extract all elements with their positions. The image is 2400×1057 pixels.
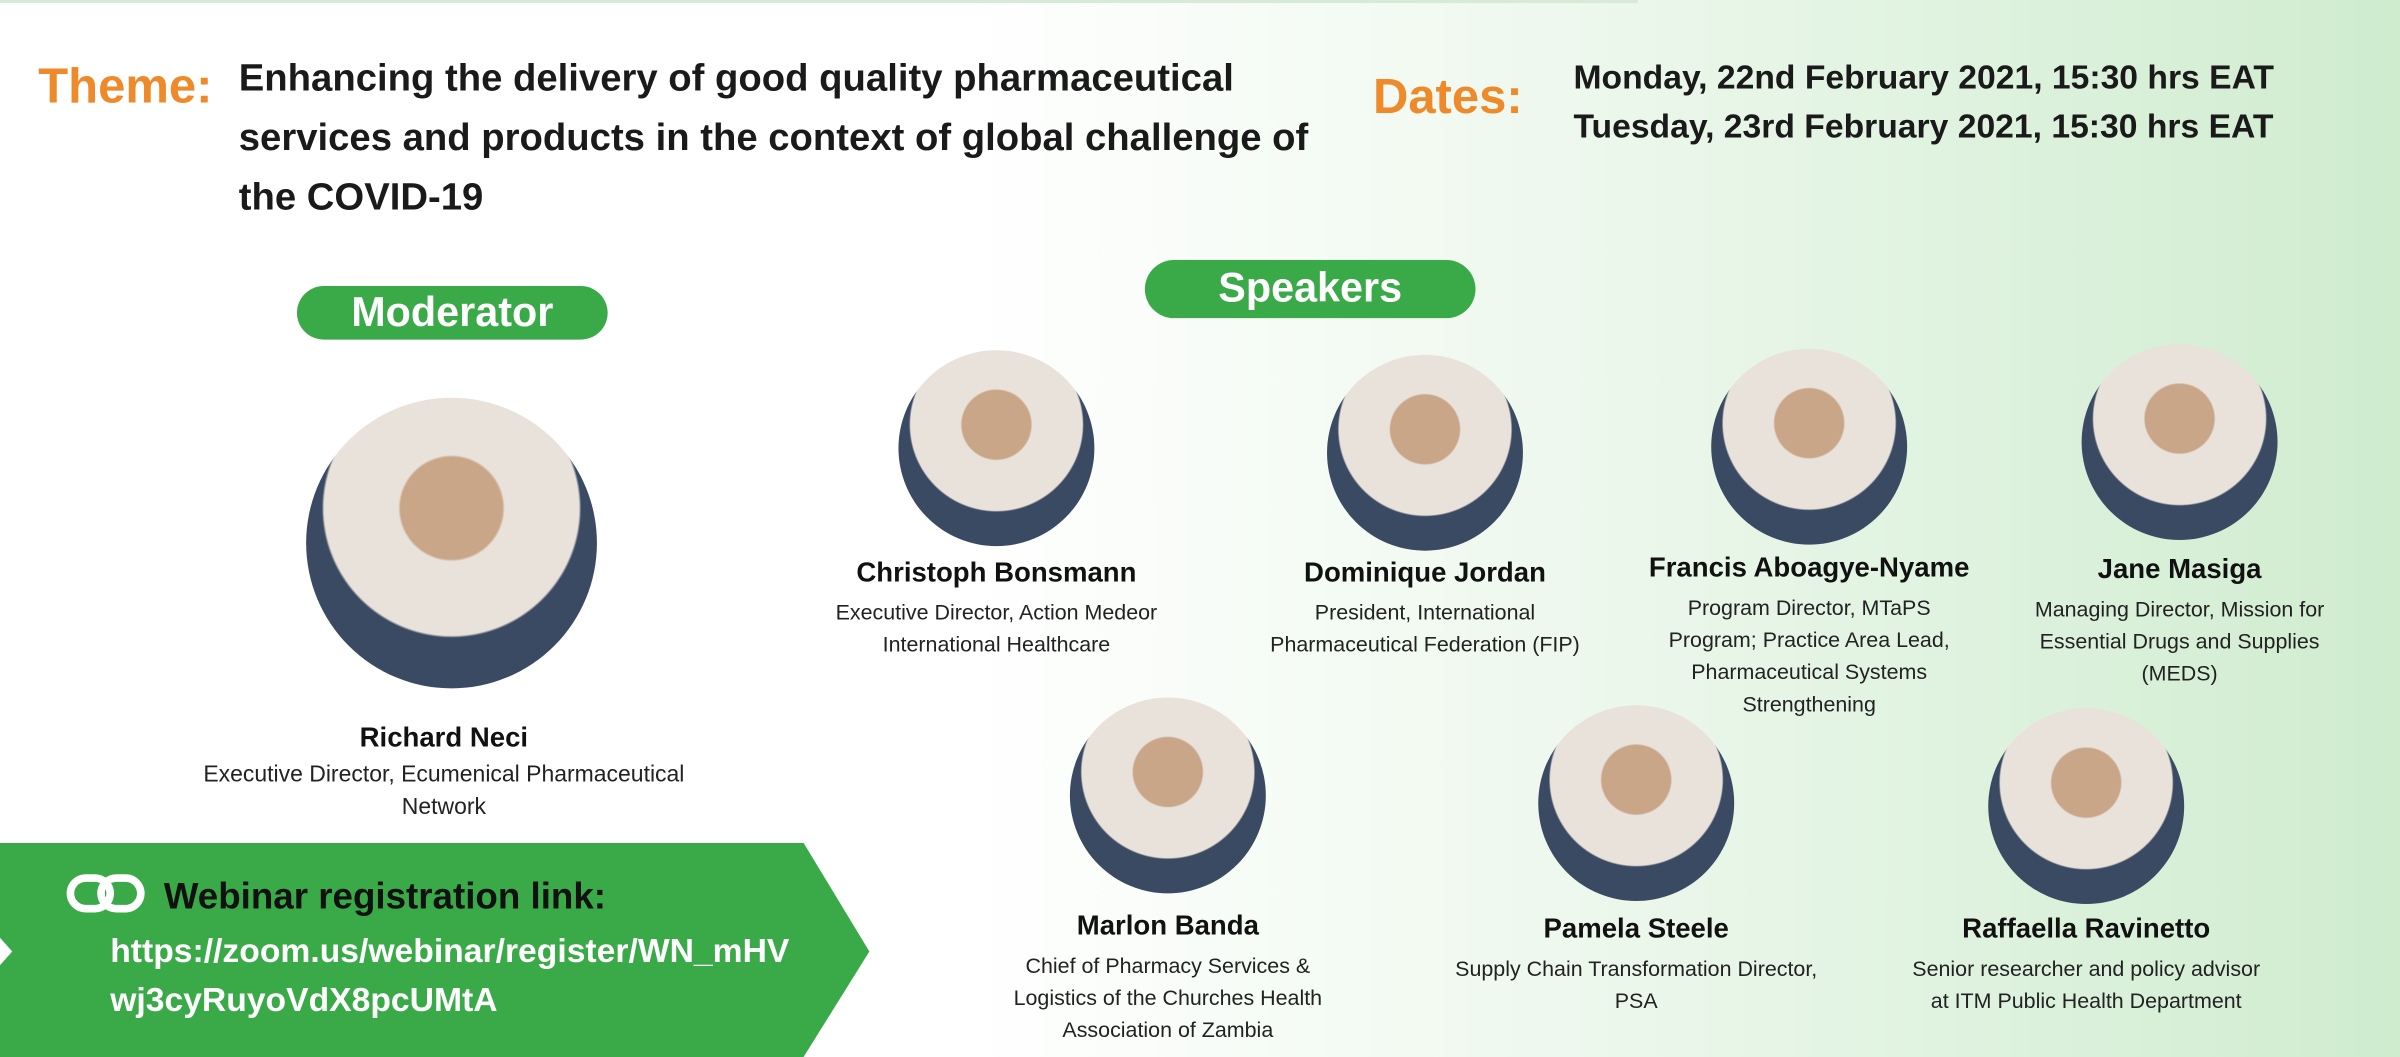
top-rule — [0, 0, 1638, 4]
speaker-role: President, International Pharmaceutical … — [1270, 599, 1580, 657]
speaker-name: Christoph Bonsmann — [856, 556, 1137, 588]
moderator-heading: Moderator — [296, 286, 608, 340]
theme-label: Theme: — [38, 58, 213, 114]
moderator-photo — [306, 397, 597, 689]
theme-text: Enhancing the delivery of good quality p… — [238, 56, 1309, 219]
date: Tuesday, 23rd February 2021, 15:30 hrs E… — [1573, 107, 2274, 146]
speaker-photo — [1711, 348, 1908, 545]
speaker-name: Dominique Jordan — [1304, 556, 1546, 588]
speaker-role: Executive Director, Action Medeor Intern… — [835, 599, 1158, 657]
speaker-photo — [2081, 344, 2278, 540]
speaker-name: Francis Aboagye-Nyame — [1648, 552, 1970, 583]
speakers-heading: Speakers — [1144, 260, 1476, 319]
dates-label: Dates: — [1372, 68, 1523, 124]
speaker-name: Jane Masiga — [2097, 553, 2262, 585]
speaker-name: Marlon Banda — [1076, 910, 1259, 941]
speaker-name: Pamela Steele — [1543, 913, 1729, 944]
registration-banner — [0, 842, 870, 1057]
moderator-name: Richard Neci — [359, 722, 529, 753]
speaker-role: Managing Director, Mission for Essential… — [2034, 596, 2325, 686]
moderator-role: Executive Director, Ecumenical Pharmaceu… — [203, 761, 685, 820]
registration-link[interactable]: https://zoom.us/webinar/register/WN_mHVw… — [110, 931, 790, 1019]
speaker-photo — [1327, 354, 1523, 551]
speaker-role: Chief of Pharmacy Services & Logistics o… — [1013, 953, 1323, 1042]
date: Monday, 22nd February 2021, 15:30 hrs EA… — [1573, 58, 2274, 97]
speaker-name: Raffaella Ravinetto — [1962, 913, 2211, 944]
speaker-photo — [898, 350, 1095, 547]
speaker-role: Program Director, MTaPS Program; Practic… — [1668, 595, 1950, 716]
speaker-photo — [1069, 697, 1266, 894]
registration-label: Webinar registration link: — [163, 876, 607, 918]
speaker-photo — [1988, 708, 2185, 905]
speaker-role: Supply Chain Transformation Director, PS… — [1455, 956, 1818, 1013]
speaker-photo — [1538, 705, 1735, 901]
speaker-role: Senior researcher and policy advisor at … — [1912, 956, 2261, 1013]
link-icon — [66, 874, 145, 913]
